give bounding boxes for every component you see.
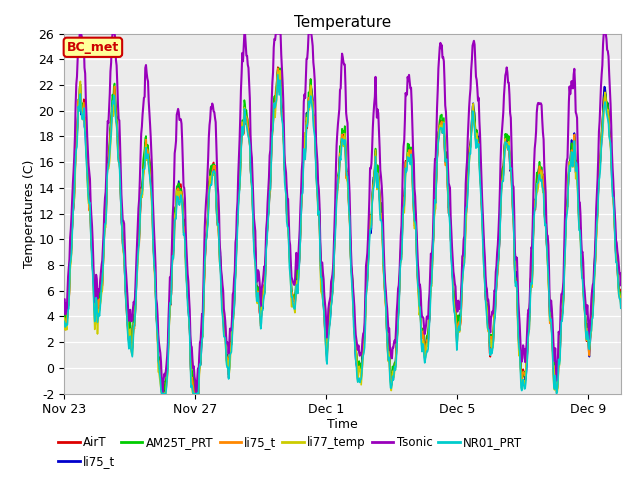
Legend: AirT, li75_t, AM25T_PRT, li75_t, li77_temp, Tsonic, NR01_PRT: AirT, li75_t, AM25T_PRT, li75_t, li77_te…	[57, 435, 524, 469]
X-axis label: Time: Time	[327, 418, 358, 431]
Text: BC_met: BC_met	[67, 41, 119, 54]
Y-axis label: Temperatures (C): Temperatures (C)	[22, 159, 36, 268]
Title: Temperature: Temperature	[294, 15, 391, 30]
